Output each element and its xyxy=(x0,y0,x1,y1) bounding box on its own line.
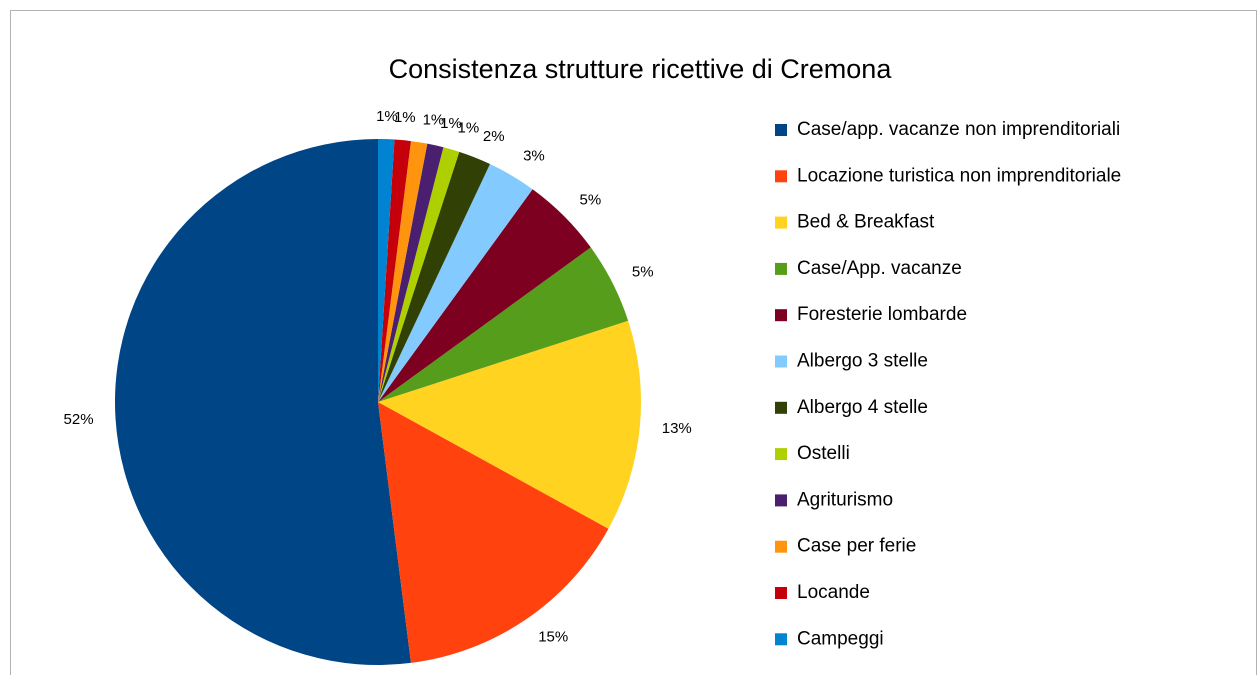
legend-label: Albergo 4 stelle xyxy=(797,397,928,418)
legend-label: Case/app. vacanze non imprenditoriali xyxy=(797,119,1120,140)
data-label: 5% xyxy=(580,191,602,208)
data-label: 1% xyxy=(423,111,445,128)
pie-slice xyxy=(378,139,411,402)
data-label: 1% xyxy=(458,119,480,136)
legend-swatch xyxy=(775,124,787,136)
pie-slice xyxy=(378,139,395,402)
legend-label: Case per ferie xyxy=(797,536,916,557)
pie-slice xyxy=(378,147,460,402)
legend-swatch xyxy=(775,355,787,368)
legend-label: Bed & Breakfast xyxy=(797,212,935,233)
data-label: 2% xyxy=(483,128,505,145)
data-label: 5% xyxy=(632,264,654,281)
legend-label: Locazione turistica non imprenditoriale xyxy=(797,165,1121,186)
legend-label: Case/App. vacanze xyxy=(797,258,962,279)
legend-label: Agriturismo xyxy=(797,489,893,510)
legend-swatch xyxy=(775,309,787,322)
legend-label: Campeggi xyxy=(797,628,884,649)
pie-slice xyxy=(115,139,411,665)
pie-slice xyxy=(378,151,490,402)
legend-label: Ostelli xyxy=(797,443,850,464)
legend-swatch xyxy=(775,401,787,414)
data-label: 1% xyxy=(394,109,416,126)
legend-swatch xyxy=(775,170,787,183)
legend-swatch xyxy=(775,262,787,275)
chart-title: Consistenza strutture ricettive di Cremo… xyxy=(389,54,893,84)
legend-label: Locande xyxy=(797,582,870,603)
pie-slice xyxy=(378,247,629,402)
data-label: 15% xyxy=(538,629,568,646)
legend-label: Albergo 3 stelle xyxy=(797,351,928,372)
data-label: 52% xyxy=(64,411,94,428)
legend-swatch xyxy=(775,494,787,507)
data-label: 3% xyxy=(523,148,545,165)
legend-swatch xyxy=(775,540,787,553)
pie-slice xyxy=(378,141,428,402)
pie-slice xyxy=(378,320,641,529)
pie-slice xyxy=(378,164,533,402)
pie-slice xyxy=(378,402,609,663)
data-label: 1% xyxy=(376,108,398,125)
data-label: 1% xyxy=(440,115,462,132)
legend-label: Foresterie lombarde xyxy=(797,304,967,325)
pie-slice xyxy=(378,189,591,402)
legend-swatch xyxy=(775,633,787,646)
legend-swatch xyxy=(775,216,787,229)
pie-slice xyxy=(378,143,444,402)
legend-swatch xyxy=(775,587,787,599)
data-label: 13% xyxy=(662,420,692,437)
legend-swatch xyxy=(775,448,787,461)
